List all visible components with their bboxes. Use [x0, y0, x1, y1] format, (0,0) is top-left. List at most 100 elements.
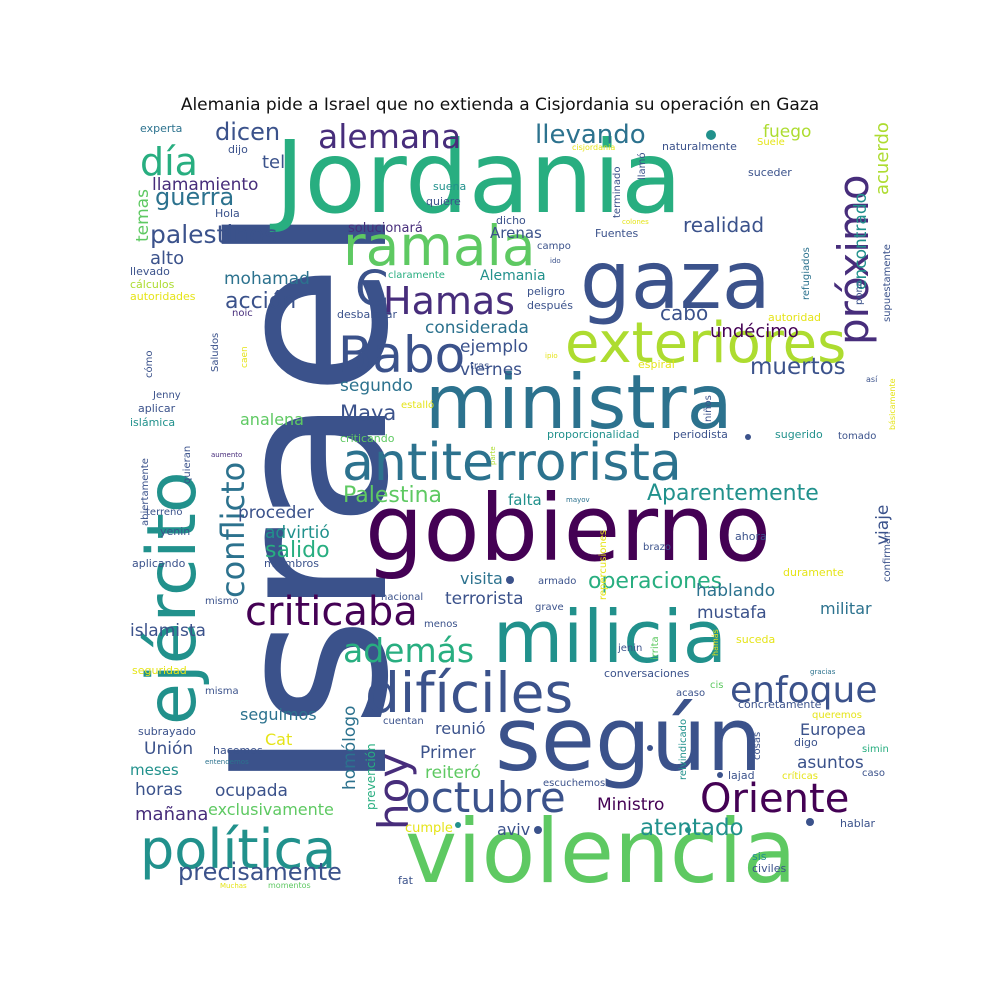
cloud-word-aplicando: aplicando — [132, 557, 186, 570]
cloud-word-segundo: segundo — [340, 376, 413, 396]
cloud-word-hablar: hablar — [840, 817, 875, 830]
cloud-word-ministra: ministra — [425, 358, 733, 446]
cloud-word-maya: Maya — [340, 401, 396, 425]
cloud-word-hamas: Hamas — [383, 279, 515, 323]
cloud-word-hoy: hoy — [369, 753, 418, 830]
cloud-word-ministro: Ministro — [597, 795, 664, 815]
cloud-word-pone: pone — [854, 280, 865, 305]
cloud-word-naturalmente: naturalmente — [662, 140, 737, 153]
cloud-word-visita: visita — [460, 569, 503, 588]
cloud-word-mayov: mayov — [566, 496, 590, 504]
cloud-word-suena: suena — [433, 180, 466, 193]
cloud-word-ninos: niños — [703, 395, 714, 422]
cloud-word-abiertamente: abiertamente — [140, 458, 151, 526]
cloud-dot — [506, 576, 514, 584]
cloud-word-fat: fat — [398, 874, 414, 887]
cloud-word-mohamad: mohamad — [224, 269, 310, 289]
cloud-word-cosas: cosas — [752, 732, 763, 760]
cloud-word-guerra: guerra — [155, 183, 234, 211]
cloud-word-palestinos: palestinos — [150, 220, 277, 249]
cloud-word-dicen: dicen — [215, 120, 280, 146]
cloud-word-militar: militar — [820, 599, 872, 618]
cloud-word-accion: acción — [225, 289, 296, 314]
cloud-word-horas: horas — [135, 780, 183, 800]
cloud-word-terminado: terminado — [612, 167, 623, 218]
cloud-word-queremos: queremos — [812, 710, 862, 721]
cloud-word-confirman: confirman — [882, 532, 893, 582]
cloud-word-parte: parte — [489, 446, 497, 465]
cloud-word-cat: Cat — [265, 730, 292, 749]
cloud-word-cisjordania: cisjordania — [572, 143, 615, 152]
cloud-word-duramente: duramente — [783, 566, 844, 579]
cloud-word-llevado: llevado — [130, 265, 170, 278]
cloud-word-refugiados: refugiados — [801, 247, 812, 300]
cloud-word-analena: analena — [240, 410, 304, 429]
cloud-word-autoridades: autoridades — [130, 290, 196, 303]
cloud-word-proceder: proceder — [238, 503, 314, 523]
cloud-word-realidad: realidad — [683, 213, 764, 237]
cloud-word-entendemos: entendemos — [205, 758, 249, 766]
cloud-word-falta: falta — [508, 491, 542, 509]
cloud-word-reunio: reunió — [435, 719, 486, 738]
cloud-word-espiral: espiral — [638, 358, 675, 371]
cloud-word-tel: tel — [262, 152, 285, 173]
cloud-word-menos: menos — [424, 619, 458, 630]
cloud-word-nacional: nacional — [381, 592, 423, 603]
cloud-word-union: Unión — [144, 739, 193, 759]
cloud-word-encontrado: encontrado — [851, 193, 871, 290]
cloud-word-acuerdo: acuerdo — [872, 122, 893, 195]
cloud-word-c: C — [355, 261, 389, 317]
cloud-word-ocupada: ocupada — [215, 781, 288, 801]
cloud-word-antiterrorista: antiterrorista — [342, 433, 682, 493]
cloud-word-aparentemente: Aparentemente — [647, 481, 819, 506]
cloud-word-misma: misma — [205, 686, 239, 697]
cloud-word-cis: cis — [710, 680, 724, 691]
cloud-dot — [717, 772, 723, 778]
cloud-word-operaciones: operaciones — [588, 569, 722, 594]
cloud-dot — [745, 434, 751, 440]
cloud-word-aviv: aviv — [497, 820, 530, 839]
cloud-word-islamista: islamista — [130, 621, 206, 641]
cloud-word-suele: Suele — [757, 137, 785, 148]
cloud-word-armado: armado — [538, 576, 576, 587]
cloud-word-fuego: fuego — [763, 122, 811, 142]
cloud-dot — [647, 745, 653, 751]
cloud-word-llamamiento: llamamiento — [152, 175, 258, 195]
chart-title: Alemania pide a Israel que no extienda a… — [180, 95, 820, 115]
cloud-dot — [455, 822, 461, 828]
cloud-word-alemania: Alemania — [480, 268, 546, 284]
cloud-word-dia: día — [140, 140, 198, 184]
cloud-word-sugerido: sugerido — [775, 428, 823, 441]
cloud-word-conflicto: conflicto — [214, 462, 252, 598]
cloud-word-ramala: ramala — [343, 214, 536, 278]
cloud-word-campo: campo — [537, 241, 571, 252]
cloud-word-concretamente: concretamente — [738, 698, 822, 711]
cloud-word-alto: alto — [150, 248, 184, 269]
cloud-word-jordania: Jordania — [269, 120, 682, 236]
cloud-word-politica: política — [140, 818, 336, 881]
cloud-word-caso: caso — [862, 768, 885, 779]
cloud-word-claramente: claramente — [388, 270, 445, 281]
cloud-word-irrita: irrita — [650, 636, 661, 660]
cloud-word-criticas: críticas — [782, 770, 818, 782]
cloud-word-hablando: hablando — [696, 581, 775, 601]
cloud-word-brazo: brazo — [643, 542, 671, 553]
cloud-word-milicia: milicia — [493, 595, 727, 679]
cloud-word-palestina: Palestina — [343, 483, 442, 508]
cloud-word-viaje: viaje — [873, 505, 893, 545]
cloud-word-arenas: Arenas — [490, 224, 542, 242]
cloud-word-alemana: alemana — [318, 120, 461, 156]
cloud-word-homologo: homólogo — [340, 706, 360, 790]
cloud-word-jenny: Jenny — [152, 390, 181, 401]
cloud-word-ejemplo: ejemplo — [460, 337, 528, 357]
cloud-dot — [685, 827, 691, 833]
cloud-word-exclusivamente: exclusivamente — [208, 800, 334, 819]
cloud-word-colones: colones — [622, 218, 649, 226]
cloud-word-noic: noic — [232, 308, 253, 319]
cloud-word-prevencion: prevención — [364, 743, 378, 810]
cloud-word-salido: salido — [265, 538, 330, 563]
cloud-word-octubre: octubre — [405, 773, 566, 822]
cloud-word-yenin: yenin — [160, 525, 190, 538]
cloud-word-seguimos: seguimos — [240, 705, 317, 724]
cloud-word-advirtio: advirtió — [265, 523, 330, 543]
